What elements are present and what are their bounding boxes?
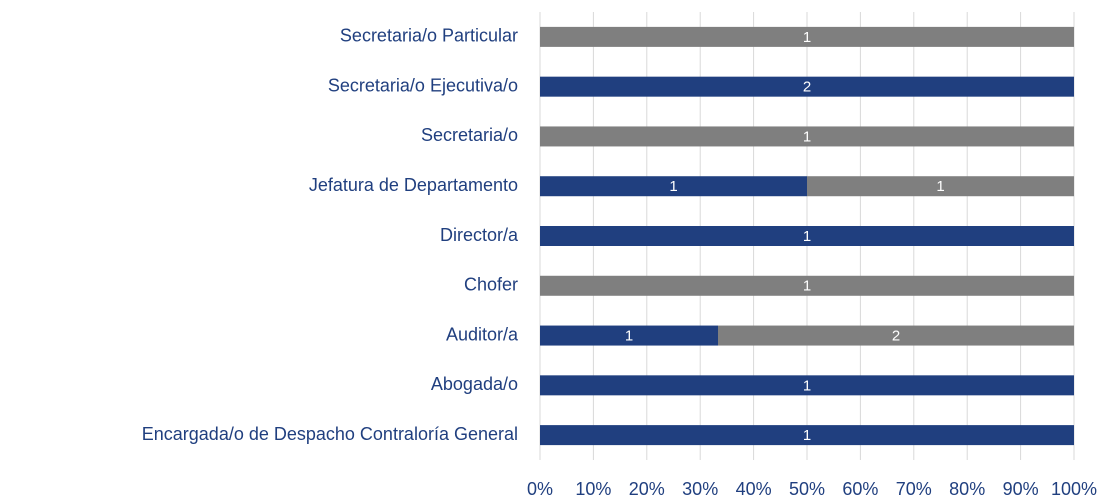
x-tick-label: 0% — [527, 479, 553, 499]
bar-segment — [540, 26, 1074, 47]
x-tick-label: 100% — [1051, 479, 1097, 499]
data-label: 1 — [803, 377, 811, 394]
y-tick-label: Abogada/o — [431, 374, 518, 394]
bar-segment — [540, 126, 1074, 147]
bar-segment — [540, 76, 1074, 97]
bar-segment — [718, 325, 1074, 346]
bar-segment — [540, 226, 1074, 246]
bar-segment — [807, 176, 1074, 197]
x-tick-label: 80% — [949, 479, 985, 499]
y-tick-label: Secretaria/o — [421, 125, 518, 145]
x-tick-label: 10% — [575, 479, 611, 499]
y-tick-label: Secretaria/o Particular — [340, 26, 518, 46]
y-tick-label: Secretaria/o Ejecutiva/o — [328, 75, 518, 95]
data-label: 1 — [803, 128, 811, 145]
x-tick-label: 20% — [629, 479, 665, 499]
x-tick-label: 50% — [789, 479, 825, 499]
data-label: 1 — [669, 178, 677, 195]
data-label: 2 — [803, 79, 811, 96]
x-tick-label: 40% — [736, 479, 772, 499]
data-label: 2 — [892, 328, 900, 345]
y-tick-label: Jefatura de Departamento — [309, 175, 518, 195]
data-label: 1 — [803, 427, 811, 444]
y-tick-label: Chofer — [464, 275, 518, 295]
data-label: 1 — [803, 278, 811, 295]
bar-segment — [540, 375, 1074, 396]
data-label: 1 — [936, 178, 944, 195]
data-label: 1 — [625, 328, 633, 345]
bar-segment — [540, 176, 807, 197]
x-tick-label: 60% — [842, 479, 878, 499]
data-label: 1 — [803, 29, 811, 46]
x-tick-label: 90% — [1003, 479, 1039, 499]
x-tick-label: 30% — [682, 479, 718, 499]
data-label: 1 — [803, 228, 811, 245]
bar-segment — [540, 425, 1074, 446]
bar-segment — [540, 325, 718, 346]
y-tick-label: Auditor/a — [446, 324, 519, 344]
y-tick-label: Director/a — [440, 225, 519, 245]
x-tick-label: 70% — [896, 479, 932, 499]
y-tick-label: Encargada/o de Despacho Contraloría Gene… — [142, 424, 518, 444]
bar-segment — [540, 275, 1074, 296]
